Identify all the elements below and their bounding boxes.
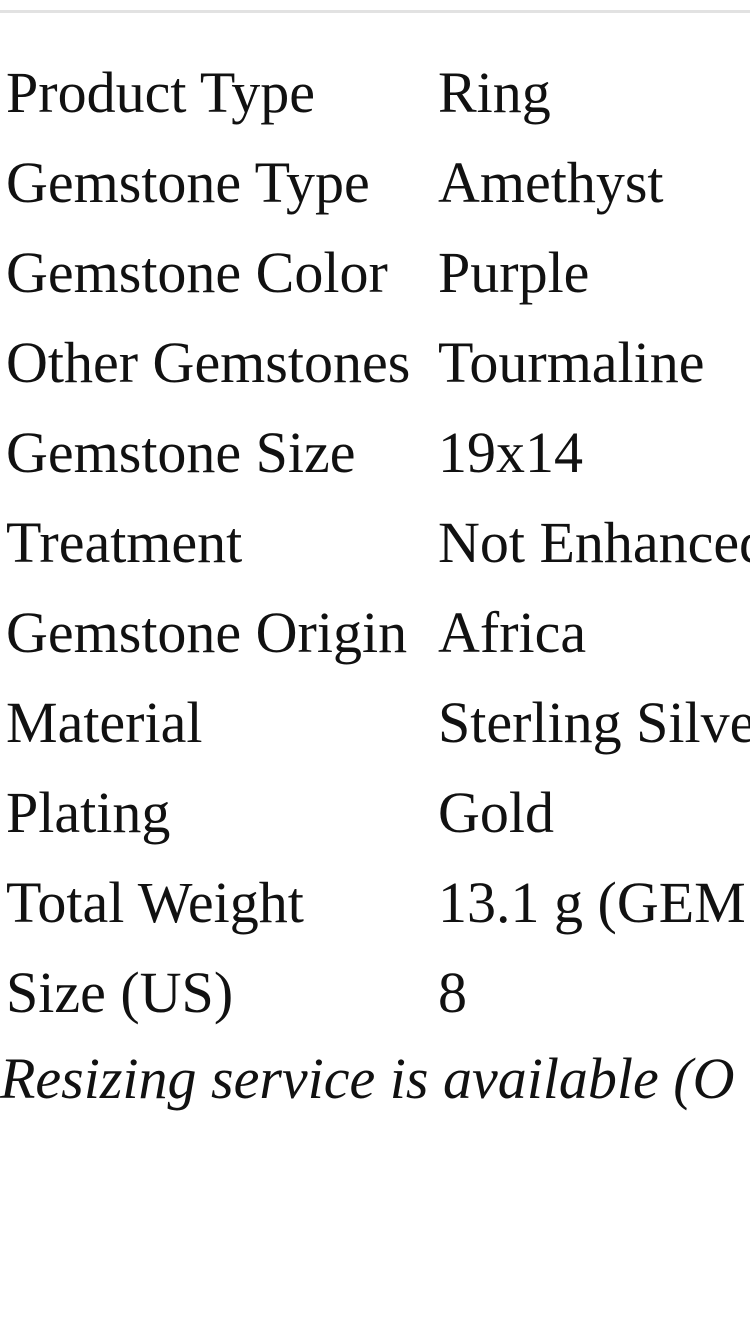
spec-label: Material bbox=[6, 690, 203, 755]
spec-row: Total Weight 13.1 g (GEM bbox=[0, 858, 750, 948]
spec-value: Africa bbox=[438, 600, 587, 665]
spec-value: 13.1 g (GEM bbox=[438, 870, 746, 935]
spec-label: Treatment bbox=[6, 510, 243, 575]
spec-value: Amethyst bbox=[438, 150, 664, 215]
spec-row: Gemstone Color Purple bbox=[0, 228, 750, 318]
spec-label: Product Type bbox=[6, 60, 316, 125]
spec-row: Gemstone Size 19x14 bbox=[0, 408, 750, 498]
spec-value: Ring bbox=[438, 60, 551, 125]
spec-label: Gemstone Type bbox=[6, 150, 370, 215]
spec-value: 19x14 bbox=[438, 420, 583, 485]
spec-value: Gold bbox=[438, 780, 554, 845]
spec-row: Plating Gold bbox=[0, 768, 750, 858]
spec-row: Gemstone Origin Africa bbox=[0, 588, 750, 678]
spec-row: Gemstone Type Amethyst bbox=[0, 138, 750, 228]
spec-row: Material Sterling Silver bbox=[0, 678, 750, 768]
spec-label: Plating bbox=[6, 780, 171, 845]
spec-value: Purple bbox=[438, 240, 590, 305]
spec-row: Other Gemstones Tourmaline bbox=[0, 318, 750, 408]
spec-label: Gemstone Origin bbox=[6, 600, 408, 665]
spec-row: Product Type Ring bbox=[0, 48, 750, 138]
spec-label: Size (US) bbox=[6, 960, 234, 1025]
spec-value: Not Enhanced bbox=[438, 510, 750, 575]
spec-row: Size (US) 8 bbox=[0, 948, 750, 1038]
spec-label: Other Gemstones bbox=[6, 330, 411, 395]
divider bbox=[0, 10, 750, 13]
spec-value: Tourmaline bbox=[438, 330, 705, 395]
spec-label: Total Weight bbox=[6, 870, 304, 935]
spec-value: Sterling Silver bbox=[438, 690, 750, 755]
spec-value: 8 bbox=[438, 960, 467, 1025]
spec-row: Treatment Not Enhanced bbox=[0, 498, 750, 588]
resizing-note: Resizing service is available (O bbox=[0, 1046, 735, 1111]
spec-label: Gemstone Color bbox=[6, 240, 388, 305]
spec-label: Gemstone Size bbox=[6, 420, 356, 485]
